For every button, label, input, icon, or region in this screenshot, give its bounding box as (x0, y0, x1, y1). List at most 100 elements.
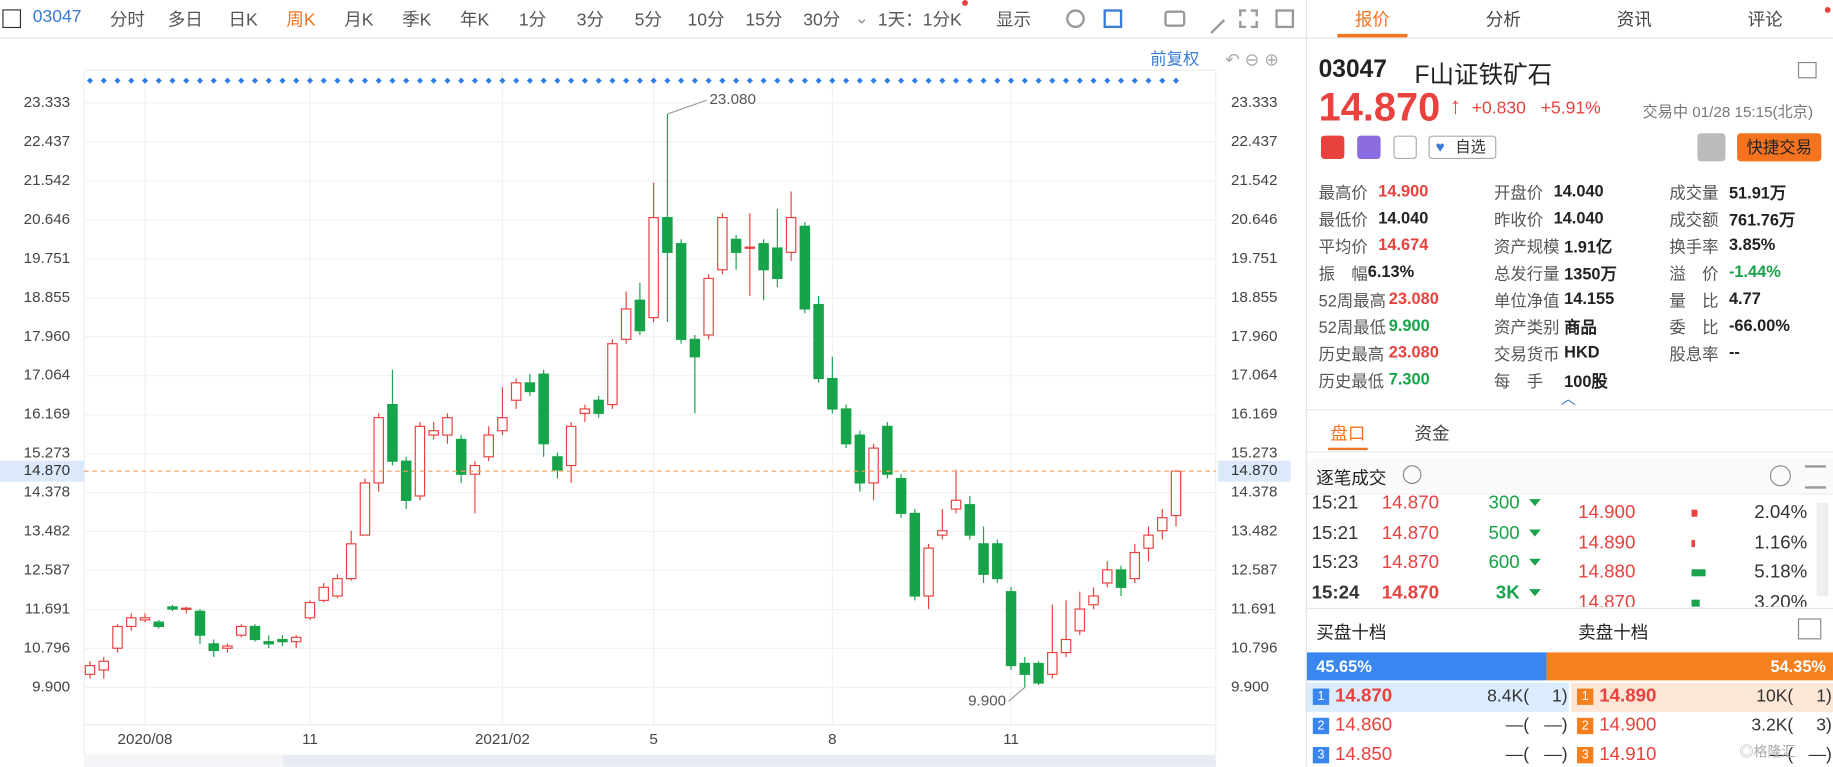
watch-button[interactable]: ♥ 自选 (1428, 135, 1497, 159)
candle-body (1115, 569, 1127, 588)
doc-icon[interactable] (1393, 135, 1417, 159)
settings-icon[interactable] (1066, 9, 1085, 29)
period-tab[interactable]: 分时 (109, 10, 145, 31)
marker-diamond (733, 77, 740, 84)
period-tab[interactable]: 10分 (687, 10, 725, 31)
marker-diamond (100, 77, 107, 84)
stat-label: 股息率 (1669, 344, 1719, 364)
y-tick-label: 13.482 (24, 523, 70, 540)
marker-diamond (568, 77, 575, 84)
scroll-thumb (282, 755, 1216, 767)
level-volume: 3.2K( (1751, 715, 1794, 736)
level-volume: 10K( (1756, 686, 1794, 707)
panel-icon[interactable] (1275, 9, 1295, 29)
stat-label: 52周最低 (1318, 317, 1386, 337)
sub-tab[interactable]: 资金 (1414, 424, 1450, 445)
trade-button[interactable]: 快捷交易 (1737, 133, 1822, 162)
dropdown-caret[interactable]: ⌄ (854, 8, 870, 29)
chart-controls[interactable]: ↶ ⊖ ⊕ (1225, 50, 1279, 71)
heart-icon: ♥ (1435, 137, 1445, 156)
panel-tab[interactable]: 报价 (1354, 10, 1390, 31)
sub-tab[interactable]: 盘口 (1330, 424, 1366, 445)
symbol-code[interactable]: 03047 (32, 7, 82, 27)
stat-value: 23.080 (1388, 288, 1439, 308)
menu-icon[interactable] (2, 9, 22, 29)
fullscreen-icon[interactable] (1239, 9, 1258, 29)
panel-tab[interactable]: 评论 (1747, 10, 1783, 31)
stat-value: 51.91万 (1728, 183, 1787, 203)
camera-icon[interactable] (1164, 10, 1186, 27)
period-tab[interactable]: 多日 (167, 10, 203, 31)
candle-body (400, 460, 412, 501)
marker-diamond (251, 77, 259, 84)
bell-icon[interactable] (1697, 133, 1726, 162)
marker-diamond (609, 77, 616, 84)
collapse-caret[interactable]: ︿ (1560, 389, 1576, 407)
stat-value: 14.040 (1553, 208, 1604, 227)
period-tab[interactable]: 季K (402, 10, 432, 31)
info-icon[interactable] (1402, 465, 1422, 484)
stat-value: 23.080 (1388, 342, 1439, 362)
marker-diamond (746, 77, 753, 84)
y-tick-label: 19.751 (24, 250, 70, 267)
period-tab[interactable]: 15分 (745, 10, 783, 31)
candle-body (153, 621, 165, 628)
candle-body (125, 617, 137, 628)
candle-body (772, 247, 783, 280)
candle-body (208, 643, 219, 651)
period-tab[interactable]: 5分 (634, 10, 662, 31)
y-tick-label: 12.587 (24, 561, 70, 578)
tab-underline (1327, 447, 1368, 451)
level-price: 14.860 (1334, 715, 1393, 736)
candle-body (620, 308, 632, 340)
candle-body (1102, 569, 1113, 584)
tab-underline (1337, 33, 1408, 38)
range-select[interactable]: 1天：1分K (877, 10, 962, 31)
depth-icon[interactable] (1797, 618, 1822, 640)
marker-diamond (774, 77, 781, 84)
stat-value: -1.44% (1728, 261, 1781, 281)
last-price-label: 14.870 (24, 462, 70, 479)
dist-price: 14.900 (1578, 502, 1636, 523)
y-tick-label: 23.333 (1231, 94, 1277, 111)
red-dot (962, 0, 968, 6)
dist-price: 14.870 (1578, 592, 1636, 607)
y-tick-label: 20.646 (24, 211, 70, 228)
marker-diamond (994, 77, 1001, 84)
note-icon[interactable] (1797, 61, 1817, 79)
adjust-select[interactable]: 前复权 (1150, 49, 1200, 68)
candle-body (992, 543, 1003, 580)
draw-icon[interactable] (1197, 5, 1226, 34)
marker-diamond (705, 77, 712, 84)
candle-body (167, 606, 178, 610)
period-tab[interactable]: 月K (344, 10, 374, 31)
period-tab[interactable]: 30分 (803, 10, 841, 31)
candle-body (510, 382, 522, 401)
period-tab[interactable]: 周K (286, 10, 316, 31)
marker-diamond (884, 77, 891, 84)
marker-diamond (911, 77, 918, 84)
candle-body (689, 338, 701, 358)
period-tab[interactable]: 日K (228, 10, 258, 31)
more-icon[interactable] (1769, 465, 1791, 487)
list-icon[interactable] (1804, 465, 1826, 489)
y-tick-label: 11.691 (1231, 600, 1276, 617)
marker-diamond (788, 77, 795, 84)
marker-diamond (141, 77, 149, 84)
marker-diamond (485, 77, 492, 84)
stat-label: 52周最高 (1318, 291, 1386, 310)
period-tab[interactable]: 1分 (518, 10, 547, 31)
panel-tab[interactable]: 资讯 (1616, 10, 1652, 31)
layout-icon[interactable] (1103, 9, 1123, 29)
level-count: —) (1544, 744, 1568, 765)
period-tab[interactable]: 年K (459, 10, 490, 31)
last-price-box (0, 460, 85, 482)
period-tab[interactable]: 3分 (576, 10, 604, 31)
dist-price: 14.890 (1578, 532, 1636, 553)
panel-tab[interactable]: 分析 (1485, 10, 1521, 31)
display-select[interactable]: 显示 (995, 10, 1032, 31)
marker-diamond (1104, 77, 1111, 84)
red-dot (1824, 7, 1831, 13)
stat-value: 7.300 (1388, 369, 1430, 389)
